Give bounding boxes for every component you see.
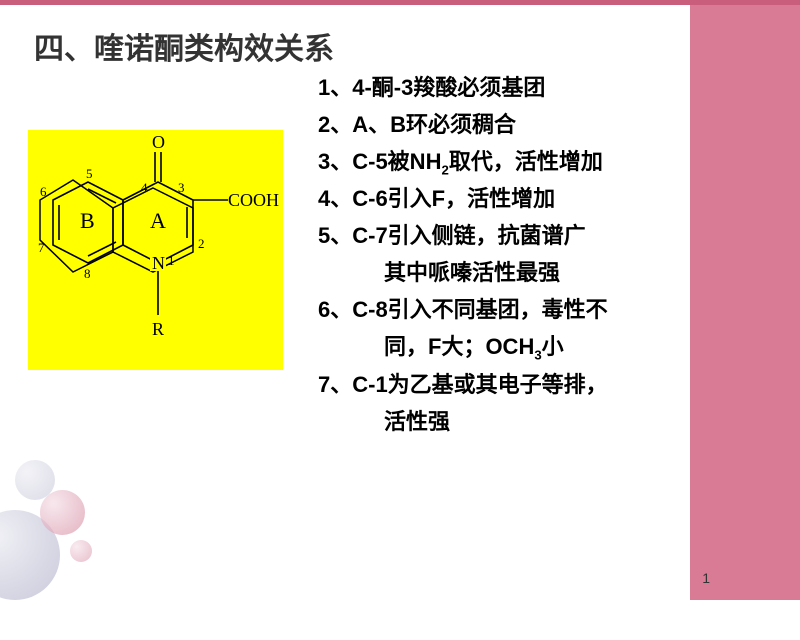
text-run: 取代，活性增加 xyxy=(449,149,603,174)
text-run: 同，F大；OCH xyxy=(384,334,534,359)
content-list: 1、4-酮-3羧酸必须基团 2、A、B环必须稠合 3、C-5被NH2取代，活性增… xyxy=(318,70,738,441)
chemical-structure-diagram: N O COOH R A B 1 2 3 4 5 6 7 8 xyxy=(28,130,283,370)
ring-a: A xyxy=(150,208,166,233)
atom-n: N xyxy=(152,253,165,273)
slide: 四、喹诺酮类构效关系 xyxy=(0,0,800,600)
text-run: 3、C-5被NH xyxy=(318,149,441,174)
list-item: 5、C-7引入侧链，抗菌谱广 xyxy=(318,218,738,255)
pos-8: 8 xyxy=(84,266,91,281)
pos-1: 1 xyxy=(168,253,175,268)
pos-6: 6 xyxy=(40,184,47,199)
list-item: 7、C-1为乙基或其电子等排， xyxy=(318,367,738,404)
atom-o: O xyxy=(152,132,165,152)
list-item: 6、C-8引入不同基团，毒性不 xyxy=(318,292,738,329)
pos-2: 2 xyxy=(198,236,205,251)
subscript: 3 xyxy=(534,348,541,363)
list-item: 4、C-6引入F，活性增加 xyxy=(318,181,738,218)
pos-7: 7 xyxy=(38,240,45,255)
list-item-cont: 同，F大；OCH3小 xyxy=(318,329,738,367)
bubble-icon xyxy=(70,540,92,562)
decorative-bubbles xyxy=(0,440,160,640)
bubble-icon xyxy=(15,460,55,500)
bubble-icon xyxy=(40,490,85,535)
slide-title: 四、喹诺酮类构效关系 xyxy=(34,24,334,68)
pos-3: 3 xyxy=(178,180,185,195)
subscript: 2 xyxy=(441,162,448,177)
label-cooh: COOH xyxy=(228,190,279,210)
list-item: 2、A、B环必须稠合 xyxy=(318,107,738,144)
pos-5: 5 xyxy=(86,166,93,181)
list-item: 1、4-酮-3羧酸必须基团 xyxy=(318,70,738,107)
list-item: 3、C-5被NH2取代，活性增加 xyxy=(318,144,738,182)
top-border xyxy=(0,0,800,5)
list-item-cont: 其中哌嗪活性最强 xyxy=(318,255,738,292)
label-r: R xyxy=(152,319,164,339)
pos-4: 4 xyxy=(141,180,148,195)
text-run: 小 xyxy=(542,334,564,359)
page-number: 1 xyxy=(702,570,710,586)
list-item-cont: 活性强 xyxy=(318,404,738,441)
ring-b: B xyxy=(80,208,95,233)
